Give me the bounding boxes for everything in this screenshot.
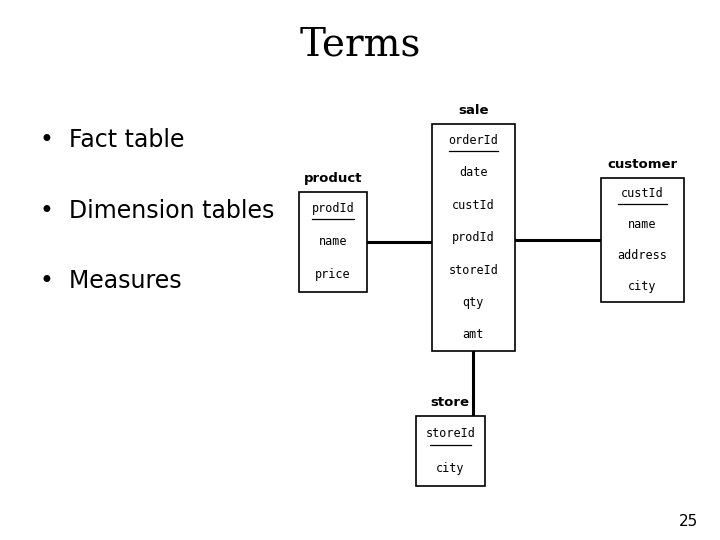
Text: •  Fact table: • Fact table (40, 129, 184, 152)
Text: amt: amt (463, 328, 484, 341)
Text: city: city (436, 462, 464, 475)
Text: name: name (629, 218, 657, 231)
Text: custId: custId (621, 187, 664, 200)
Text: storeId: storeId (426, 427, 475, 440)
Text: Terms: Terms (300, 27, 420, 64)
Text: qty: qty (463, 296, 484, 309)
Text: customer: customer (608, 158, 678, 171)
Text: name: name (319, 235, 347, 248)
Text: storeId: storeId (449, 264, 498, 276)
Text: date: date (459, 166, 487, 179)
FancyBboxPatch shape (432, 124, 515, 351)
Text: store: store (431, 396, 470, 409)
Text: custId: custId (452, 199, 495, 212)
Text: address: address (618, 249, 667, 262)
Text: city: city (629, 280, 657, 293)
FancyBboxPatch shape (416, 416, 485, 486)
Text: prodId: prodId (312, 202, 354, 215)
Text: product: product (304, 172, 362, 185)
Text: orderId: orderId (449, 134, 498, 147)
Text: sale: sale (458, 104, 489, 117)
Text: •  Measures: • Measures (40, 269, 181, 293)
FancyBboxPatch shape (299, 192, 367, 292)
Text: prodId: prodId (452, 231, 495, 244)
Text: price: price (315, 268, 351, 281)
FancyBboxPatch shape (601, 178, 684, 302)
Text: 25: 25 (679, 514, 698, 529)
Text: •  Dimension tables: • Dimension tables (40, 199, 274, 222)
